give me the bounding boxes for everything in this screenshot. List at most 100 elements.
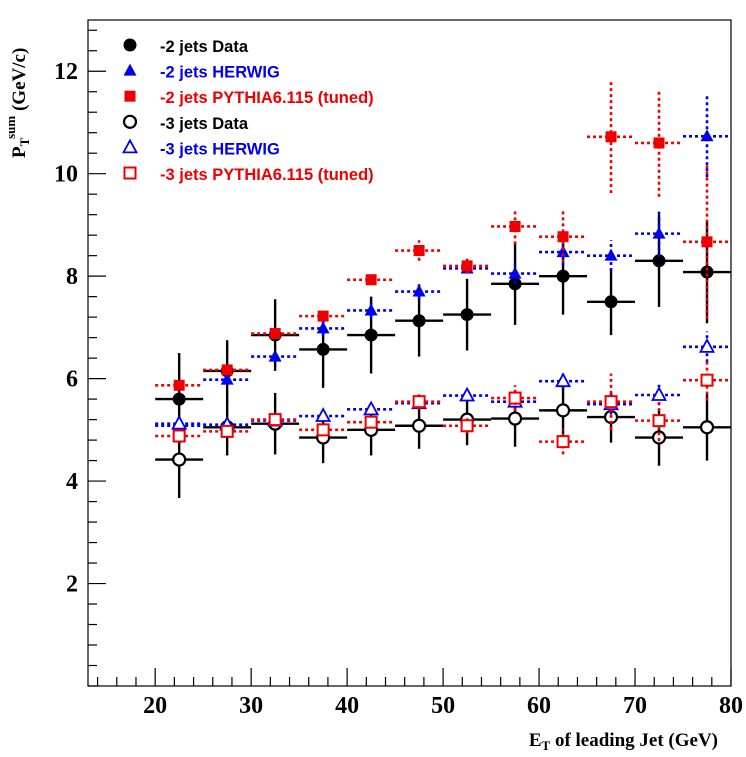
y-axis-title-sup: sum	[3, 116, 18, 139]
y-axis-title-rest: (GeV/c)	[9, 48, 30, 116]
data-point	[460, 308, 474, 322]
data-point	[700, 373, 714, 387]
data-point	[364, 303, 378, 316]
legend-item: -3 jets HERWIG	[121, 138, 280, 158]
data-point	[365, 274, 377, 286]
legend-item: -2 jets Data	[123, 38, 249, 56]
y-tick-label: 10	[54, 162, 78, 188]
data-point	[653, 137, 665, 149]
x-tick-label: 80	[719, 693, 743, 719]
data-point	[220, 372, 234, 385]
data-point	[268, 413, 282, 427]
x-tick-label: 50	[431, 693, 455, 719]
x-axis-title: ET of leading Jet (GeV)	[529, 730, 718, 753]
y-axis-title-main: P	[9, 146, 30, 158]
x-tick-label: 20	[143, 693, 167, 719]
data-point	[699, 420, 715, 435]
data-point	[269, 328, 281, 340]
series-3-jets-pythia6-115-tuned	[155, 359, 731, 455]
x-tick-label: 40	[335, 693, 359, 719]
legend-label: -3 jets HERWIG	[160, 140, 280, 158]
data-point	[221, 364, 233, 376]
legend-item: -3 jets PYTHIA6.115 (tuned)	[123, 166, 374, 184]
data-point	[700, 129, 714, 142]
data-point	[412, 395, 426, 409]
series-2-jets-herwig	[155, 95, 731, 431]
data-point	[317, 310, 329, 322]
legend-item: -2 jets HERWIG	[123, 63, 280, 82]
data-point	[268, 349, 282, 362]
legend-marker	[122, 114, 138, 129]
x-tick-label: 60	[527, 693, 551, 719]
y-axis-title-sub: T	[17, 137, 32, 146]
legend-marker	[124, 90, 136, 102]
legend-item: -3 jets Data	[122, 114, 249, 133]
data-point	[651, 430, 667, 445]
data-point	[172, 392, 186, 406]
data-point	[316, 423, 330, 437]
y-axis-title: PTsum (GeV/c)	[3, 48, 32, 158]
data-point	[604, 248, 618, 261]
x-axis-title-sub: T	[542, 738, 551, 753]
data-point	[316, 321, 330, 334]
y-tick-label: 4	[66, 469, 78, 495]
legend-label: -2 jets HERWIG	[160, 64, 280, 82]
data-point	[172, 429, 186, 443]
plot-frame	[87, 19, 732, 687]
x-axis-title-rest: of leading Jet (GeV)	[550, 730, 718, 751]
data-point	[363, 400, 380, 416]
data-point	[698, 337, 716, 353]
series-3-jets-data	[155, 379, 731, 498]
legend-item: -2 jets PYTHIA6.115 (tuned)	[124, 89, 374, 107]
data-point	[412, 314, 426, 328]
legend-label: -3 jets Data	[160, 115, 249, 133]
legend-label: -3 jets PYTHIA6.115 (tuned)	[160, 166, 374, 184]
x-axis-title-main: E	[529, 730, 542, 751]
x-tick-label: 30	[239, 693, 263, 719]
data-point	[460, 419, 474, 433]
data-point	[555, 372, 572, 388]
legend-label: -2 jets PYTHIA6.115 (tuned)	[160, 89, 374, 107]
legend-marker	[123, 63, 137, 76]
data-point	[604, 295, 618, 309]
x-tick-label: 70	[623, 693, 647, 719]
legend: -2 jets Data -2 jets HERWIG -2 jets PYTHIA…	[121, 38, 374, 184]
data-point	[652, 414, 666, 428]
data-point	[459, 386, 476, 402]
data-point	[315, 407, 332, 422]
data-point	[555, 403, 571, 418]
data-point	[700, 265, 714, 279]
y-tick-label: 6	[66, 367, 78, 393]
data-point	[557, 231, 569, 243]
data-point	[507, 411, 523, 426]
legend-marker	[123, 166, 137, 180]
data-point	[364, 328, 378, 342]
data-point	[508, 391, 522, 405]
y-tick-label: 2	[66, 572, 78, 598]
data-point	[316, 342, 330, 356]
data-point	[604, 395, 618, 409]
y-tick-label: 8	[66, 264, 78, 290]
data-point	[509, 220, 521, 232]
data-point	[556, 435, 570, 449]
data-point	[508, 266, 522, 279]
data-point	[605, 131, 617, 143]
data-point	[652, 254, 666, 268]
data-point	[364, 415, 378, 429]
legend-marker	[121, 138, 139, 154]
data-point	[412, 284, 426, 297]
data-point	[461, 260, 473, 272]
legend-label: -2 jets Data	[160, 38, 249, 56]
series-2-jets-pythia6-115-tuned	[155, 80, 731, 391]
data-point	[701, 236, 713, 248]
axes: 20 30 40 50 60 70 80 2 4 6 8 10 12	[54, 29, 743, 719]
data-point	[651, 386, 668, 401]
data-point	[220, 424, 234, 438]
data-point	[172, 452, 187, 467]
data-point	[413, 245, 425, 257]
series-layer	[155, 80, 731, 498]
data-point	[411, 418, 427, 433]
y-tick-label: 12	[54, 59, 78, 85]
data-point	[556, 245, 570, 258]
